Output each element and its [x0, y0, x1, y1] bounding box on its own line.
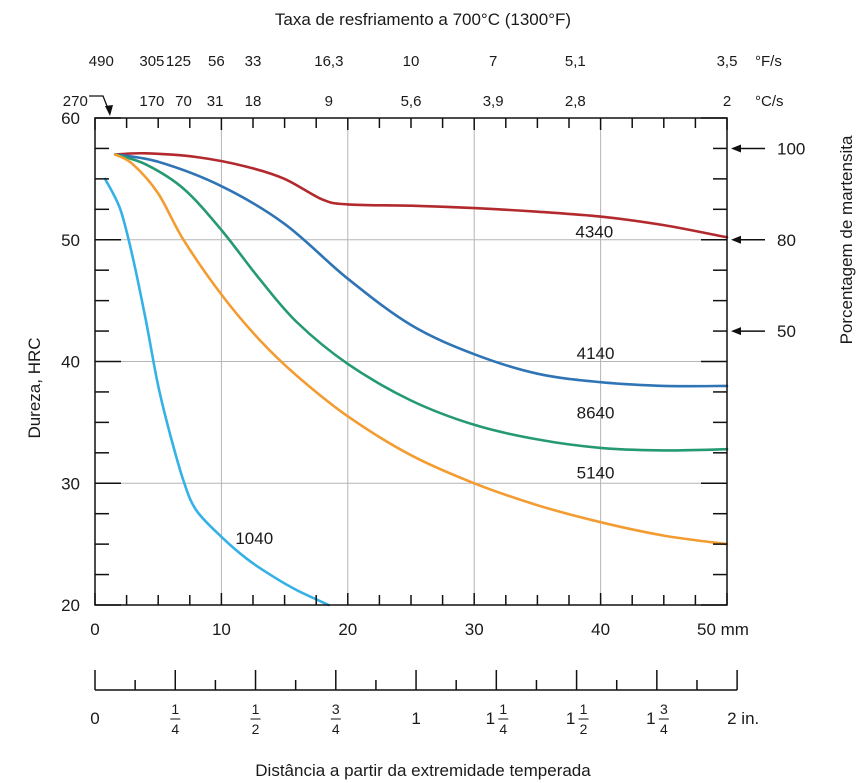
inch-tick-denominator: 2	[252, 721, 260, 737]
inch-tick-denominator: 2	[580, 721, 588, 737]
inch-tick-denominator: 4	[499, 721, 507, 737]
martensite-arrow-head	[731, 327, 741, 336]
series-label-8640: 8640	[577, 404, 615, 423]
cooling-rate-C-label: 31	[207, 93, 224, 110]
martensite-percent-label: 100	[777, 139, 805, 158]
cooling-rate-F-label: 56	[208, 53, 225, 70]
inch-tick-label: 2 in.	[727, 709, 759, 728]
cooling-rate-C-label: 3,9	[483, 93, 504, 110]
martensite-arrow-head	[731, 144, 741, 153]
y-tick-label: 30	[61, 474, 80, 493]
cooling-rate-C-label: 270	[63, 93, 88, 110]
y-axis-label: Dureza, HRC	[25, 337, 44, 438]
martensite-arrow-head	[731, 235, 741, 244]
inch-tick-numerator: 3	[332, 701, 340, 717]
cooling-rate-F-label: 490	[89, 53, 114, 70]
y-axis-label-right: Porcentagem de martensita	[837, 135, 856, 344]
inch-tick-whole: 1	[486, 709, 495, 728]
cooling-rate-F-label: 305	[139, 53, 164, 70]
cooling-rate-C-label: 2	[723, 93, 731, 110]
cooling-rate-F-label: 7	[489, 53, 497, 70]
cooling-rate-F-label: 5,1	[565, 53, 586, 70]
series-label-1040: 1040	[235, 529, 273, 548]
grid-lines	[95, 118, 727, 605]
inch-tick-whole: 1	[566, 709, 575, 728]
y-tick-label: 60	[61, 109, 80, 128]
chart-title: Taxa de resfriamento a 700°C (1300°F)	[275, 10, 571, 29]
cooling-rate-C-label: 170	[139, 93, 164, 110]
inch-tick-label: 0	[90, 709, 99, 728]
x-tick-label: 20	[338, 620, 357, 639]
top-axis-unit-F: °F/s	[755, 53, 782, 70]
x-tick-label: 40	[591, 620, 610, 639]
inch-tick-numerator: 3	[660, 701, 668, 717]
cooling-rate-F-label: 3,5	[717, 53, 738, 70]
inch-tick-label: 1	[411, 709, 420, 728]
top-axis-pointer-head	[105, 105, 113, 116]
series-line-4140	[113, 153, 729, 388]
series-line-5140	[113, 153, 729, 546]
hardness-curves	[103, 151, 729, 607]
inch-tick-numerator: 1	[252, 701, 260, 717]
x-tick-label: 0	[90, 620, 99, 639]
series-label-4140: 4140	[577, 344, 615, 363]
cooling-rate-C-label: 2,8	[565, 93, 586, 110]
inch-tick-numerator: 1	[171, 701, 179, 717]
series-line-4340	[113, 151, 729, 239]
cooling-rate-F-label: 10	[403, 53, 420, 70]
series-line-8640	[113, 153, 729, 452]
inch-tick-denominator: 4	[332, 721, 340, 737]
y-tick-label: 20	[61, 596, 80, 615]
top-axis-pointer	[89, 95, 110, 112]
x-axis-label: Distância a partir da extremidade temper…	[255, 761, 591, 780]
axis-ticks	[89, 95, 765, 691]
cooling-rate-C-label: 18	[245, 93, 262, 110]
top-axis-unit-C: °C/s	[755, 93, 784, 110]
x-tick-label: 10	[212, 620, 231, 639]
y-tick-label: 50	[61, 231, 80, 250]
martensite-percent-label: 50	[777, 322, 796, 341]
series-line-1040	[103, 177, 331, 607]
inch-tick-denominator: 4	[171, 721, 179, 737]
inch-tick-numerator: 1	[580, 701, 588, 717]
inch-tick-denominator: 4	[660, 721, 668, 737]
cooling-rate-C-label: 9	[325, 93, 333, 110]
inch-tick-whole: 1	[646, 709, 655, 728]
cooling-rate-C-label: 70	[175, 93, 192, 110]
series-label-5140: 5140	[577, 463, 615, 482]
cooling-rate-F-label: 33	[245, 53, 262, 70]
series-label-4340: 4340	[575, 222, 613, 241]
x-tick-label: 30	[465, 620, 484, 639]
y-tick-label: 40	[61, 353, 80, 372]
x-tick-label: 50 mm	[697, 620, 749, 639]
inch-tick-numerator: 1	[499, 701, 507, 717]
martensite-percent-label: 80	[777, 231, 796, 250]
cooling-rate-C-label: 5,6	[401, 93, 422, 110]
cooling-rate-F-label: 16,3	[314, 53, 343, 70]
cooling-rate-F-label: 125	[166, 53, 191, 70]
